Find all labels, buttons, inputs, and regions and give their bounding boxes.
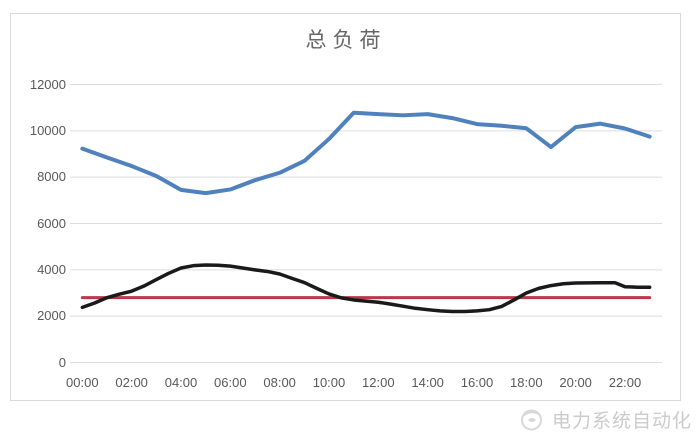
x-axis-tick-label: 04:00 <box>164 375 198 390</box>
y-axis-tick-label: 2000 <box>37 308 66 324</box>
x-axis-tick-label: 06:00 <box>214 375 247 390</box>
x-axis-tick-label: 02:00 <box>115 375 148 390</box>
x-axis-tick-label: 14:00 <box>411 375 444 390</box>
series-load-curve-black <box>80 263 652 314</box>
y-axis-tick-label: 8000 <box>37 169 66 185</box>
y-axis-tick-label: 10000 <box>29 122 66 138</box>
chart-title: 总负荷 <box>305 28 387 52</box>
x-axis-tick-label: 12:00 <box>362 375 395 390</box>
x-axis-tick-label: 16:00 <box>460 375 494 390</box>
series-load-curve-blue <box>80 110 652 196</box>
watermark: 电力系统自动化 <box>518 404 692 434</box>
y-axis-tick-label: 12000 <box>29 76 66 92</box>
x-axis-tick-label: 20:00 <box>559 375 592 390</box>
chart-border <box>10 13 681 401</box>
x-axis-tick-label: 22:00 <box>608 375 642 390</box>
watermark-text: 电力系统自动化 <box>552 409 693 432</box>
y-axis-tick-label: 4000 <box>37 261 66 277</box>
x-axis-tick-label: 08:00 <box>263 375 296 390</box>
power-journal-logo-icon <box>521 409 542 430</box>
x-axis-tick-label: 10:00 <box>312 375 346 390</box>
y-axis-tick-label: 6000 <box>37 215 66 231</box>
x-axis-tick-label: 00:00 <box>66 375 99 390</box>
y-axis-tick-label: 0 <box>58 354 66 370</box>
x-axis-tick-label: 18:00 <box>510 375 543 390</box>
